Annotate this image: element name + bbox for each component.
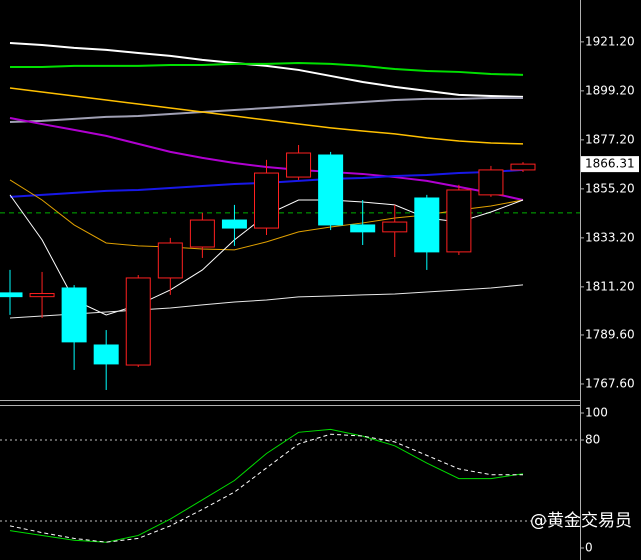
y-tick-label: 1789.60 [585, 327, 635, 341]
candle-body [221, 219, 247, 229]
y-tick-label: 100 [585, 406, 608, 420]
y-tick-label: 1811.20 [585, 279, 635, 293]
indicator-line [9, 433, 523, 543]
candle-body [478, 169, 504, 196]
candle-body [286, 152, 312, 178]
candle-body [125, 277, 151, 366]
watermark: @黄金交易员 [530, 511, 632, 531]
candle-body [29, 293, 55, 298]
y-tick-label: 1767.60 [585, 376, 635, 390]
candle-body [510, 163, 536, 171]
candle-body [318, 154, 344, 226]
y-tick-label: 1877.20 [585, 132, 635, 146]
indicator-line [9, 284, 524, 319]
y-tick-label: 1921.20 [585, 34, 635, 48]
indicator-line [9, 41, 524, 98]
candle-body [382, 221, 408, 233]
candle-body [61, 287, 87, 343]
candle-body [254, 172, 279, 229]
y-tick-label: 0 [585, 541, 593, 555]
indicator-line [10, 62, 524, 76]
last-price-box [581, 156, 639, 173]
y-tick-label: 1855.20 [585, 181, 635, 195]
candle-body [414, 197, 440, 253]
candle-body [189, 219, 215, 248]
indicator-line [9, 428, 524, 543]
y-tick-label: 80 [585, 433, 600, 447]
y-tick-label: 1899.20 [585, 83, 635, 97]
candle-body [157, 242, 183, 279]
candle-body [446, 189, 472, 253]
candle-body [93, 344, 119, 365]
y-tick-label: 1833.20 [585, 230, 635, 244]
indicator-line [9, 87, 524, 145]
candle-body [0, 292, 23, 298]
indicator-line [9, 96, 523, 124]
candle-body [350, 224, 376, 233]
last-price-label: 1866.31 [585, 157, 635, 171]
